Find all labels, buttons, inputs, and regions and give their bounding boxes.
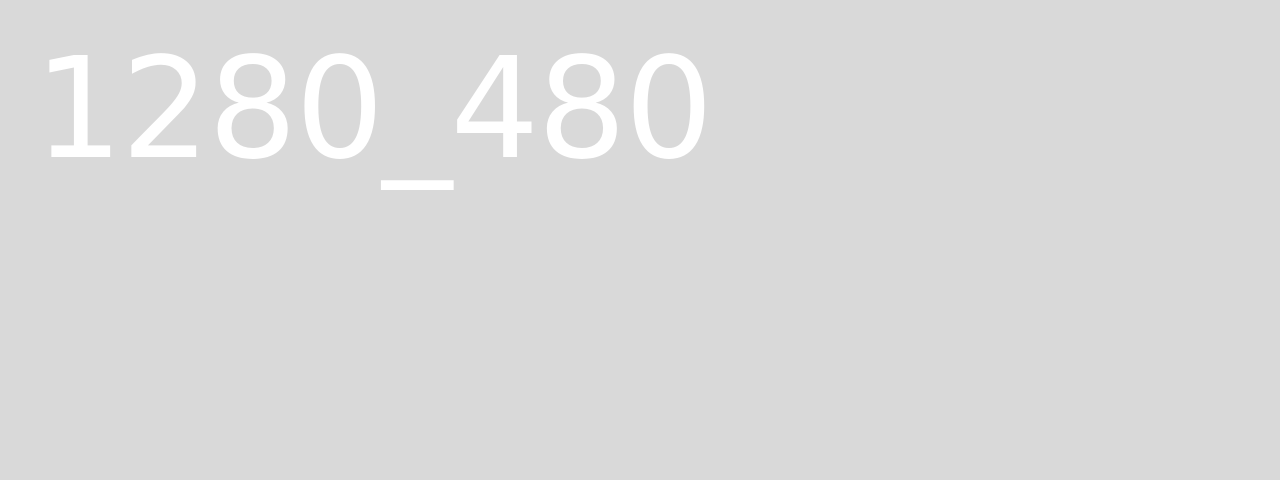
placeholder-dimensions-label: 1280_480	[34, 40, 712, 180]
